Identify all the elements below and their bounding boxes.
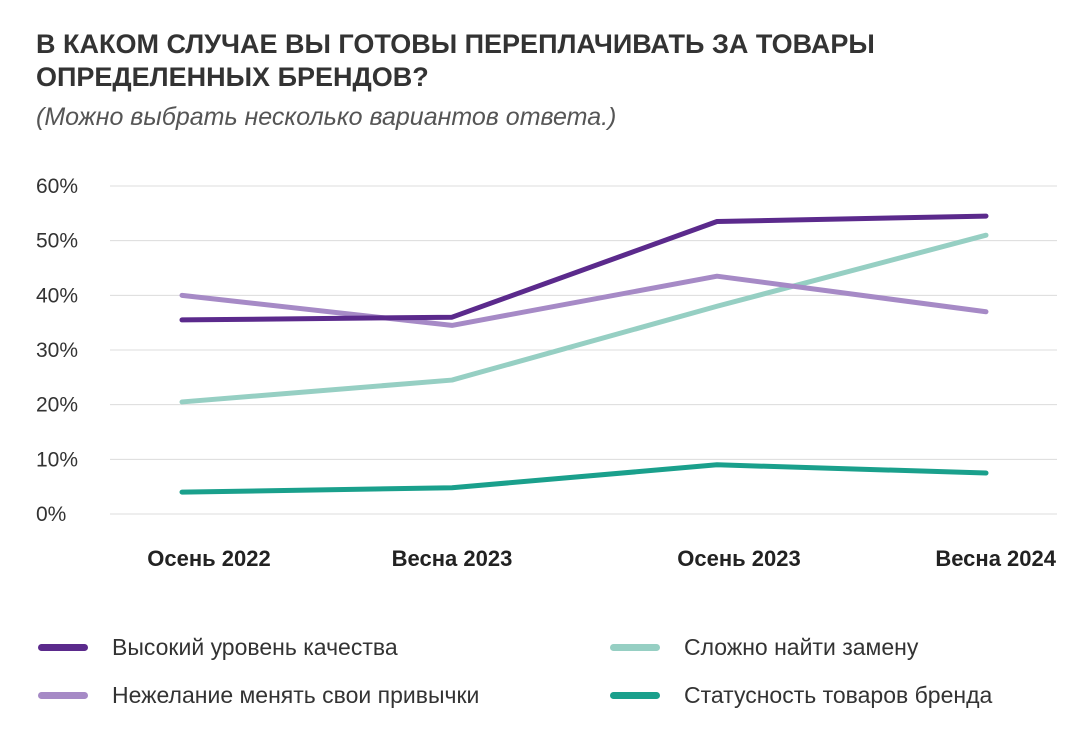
x-axis-labels: Осень 2022 Весна 2023 Осень 2023 Весна 2024	[147, 546, 1056, 571]
legend-item-status: Статусность товаров бренда	[610, 680, 992, 710]
y-tick-label: 60%	[36, 175, 78, 198]
legend-item-habits: Нежелание менять свои привычки	[38, 680, 479, 710]
line-chart: 0% 10% 20% 30% 40% 50% 60% Осень 2022 Весна 202…	[0, 0, 1085, 620]
y-axis-labels: 0% 10% 20% 30% 40% 50% 60%	[36, 175, 78, 526]
legend-swatch	[610, 644, 660, 651]
legend-item-replacement: Сложно найти замену	[610, 632, 918, 662]
legend-swatch	[610, 692, 660, 699]
x-tick-label: Весна 2023	[392, 546, 513, 571]
y-tick-label: 50%	[36, 230, 78, 253]
legend-swatch	[38, 644, 88, 651]
x-tick-label: Осень 2023	[677, 546, 800, 571]
y-tick-label: 20%	[36, 394, 78, 417]
y-tick-label: 10%	[36, 448, 78, 471]
gridlines	[110, 186, 1057, 514]
legend-label: Статусность товаров бренда	[684, 682, 992, 709]
series-line-3	[182, 465, 986, 492]
legend-label: Высокий уровень качества	[112, 634, 398, 661]
y-tick-label: 30%	[36, 339, 78, 362]
legend-swatch	[38, 692, 88, 699]
y-tick-label: 40%	[36, 284, 78, 307]
legend-label: Нежелание менять свои привычки	[112, 682, 479, 709]
x-tick-label: Осень 2022	[147, 546, 270, 571]
x-tick-label: Весна 2024	[935, 546, 1056, 571]
y-tick-label: 0%	[36, 503, 66, 526]
legend-item-quality: Высокий уровень качества	[38, 632, 398, 662]
series-lines	[182, 216, 986, 492]
legend-label: Сложно найти замену	[684, 634, 918, 661]
